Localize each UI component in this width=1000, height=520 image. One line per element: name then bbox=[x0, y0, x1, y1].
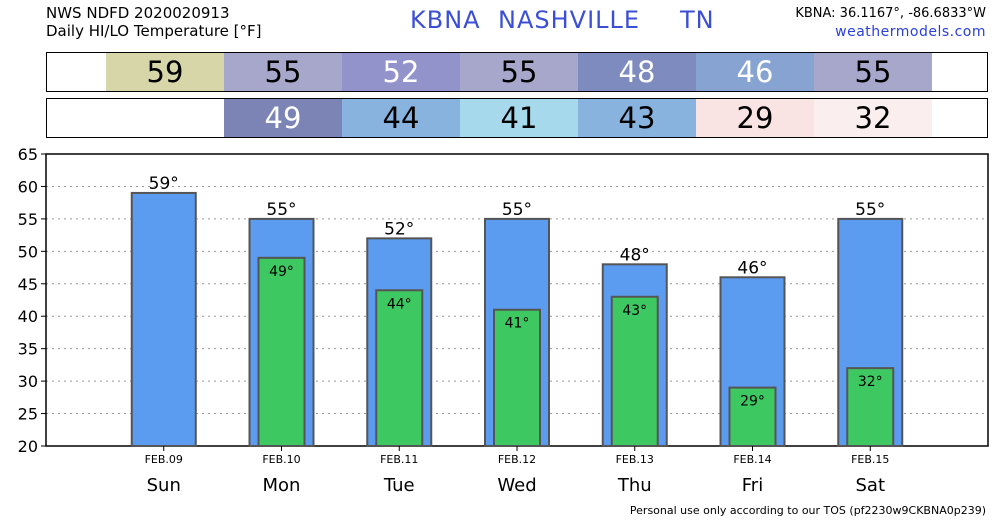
low-temp-cell: 43 bbox=[578, 99, 696, 137]
high-temp-cell: 55 bbox=[814, 53, 932, 91]
low-bar-label: 29° bbox=[740, 394, 765, 410]
chart-title: Daily HI/LO Temperature [°F] bbox=[46, 22, 262, 40]
high-bar bbox=[130, 191, 197, 447]
high-bar-label: 46° bbox=[737, 258, 767, 278]
low-bar-label: 44° bbox=[387, 296, 412, 312]
y-tick-label: 30 bbox=[18, 372, 38, 391]
high-bar-label: 55° bbox=[502, 200, 532, 220]
low-temp-cell: 41 bbox=[460, 99, 578, 137]
x-date-label: FEB.09 bbox=[145, 453, 183, 466]
y-tick-label: 20 bbox=[18, 437, 38, 456]
x-day-label: Tue bbox=[383, 475, 415, 496]
low-temp-cell: 29 bbox=[696, 99, 814, 137]
x-date-label: FEB.14 bbox=[733, 453, 771, 466]
x-day-label: Sun bbox=[147, 475, 181, 496]
station-coordinates: KBNA: 36.1167°, -86.6833°W bbox=[795, 6, 986, 21]
y-tick-label: 35 bbox=[18, 340, 38, 359]
x-day-label: Wed bbox=[497, 475, 536, 496]
low-temp-cell: 49 bbox=[224, 99, 342, 137]
high-bar-label: 52° bbox=[384, 219, 414, 239]
y-tick-label: 60 bbox=[18, 177, 38, 196]
x-day-label: Fri bbox=[742, 475, 763, 496]
low-bar bbox=[493, 308, 541, 447]
model-run-label: NWS NDFD 2020020913 bbox=[46, 4, 230, 22]
low-temp-cell: 32 bbox=[814, 99, 932, 137]
site-link[interactable]: weathermodels.com bbox=[835, 24, 986, 40]
x-date-label: FEB.11 bbox=[380, 453, 418, 466]
low-bar-label: 41° bbox=[505, 316, 530, 332]
high-temp-cell: 59 bbox=[106, 53, 224, 91]
low-bar-label: 32° bbox=[858, 374, 883, 390]
low-bar-label: 43° bbox=[622, 303, 647, 319]
y-tick-label: 65 bbox=[18, 145, 38, 164]
y-tick-label: 40 bbox=[18, 307, 38, 326]
high-bar-label: 59° bbox=[149, 174, 179, 194]
x-date-label: FEB.13 bbox=[616, 453, 654, 466]
y-tick-label: 50 bbox=[18, 242, 38, 261]
high-temp-cell: 55 bbox=[224, 53, 342, 91]
x-date-label: FEB.15 bbox=[851, 453, 889, 466]
chart-header-right: KBNA: 36.1167°, -86.6833°W weathermodels… bbox=[795, 4, 986, 42]
x-day-label: Mon bbox=[263, 475, 301, 496]
high-temp-cell: 52 bbox=[342, 53, 460, 91]
low-temperature-row: 49 44 41 43 29 32 bbox=[46, 98, 988, 138]
chart-header-left: NWS NDFD 2020020913 Daily HI/LO Temperat… bbox=[46, 4, 262, 40]
high-temp-cell: 55 bbox=[460, 53, 578, 91]
high-bar-label: 48° bbox=[620, 245, 650, 265]
x-day-label: Thu bbox=[617, 475, 652, 496]
y-tick-label: 45 bbox=[18, 275, 38, 294]
low-temp-cell: 44 bbox=[342, 99, 460, 137]
footer-note: Personal use only according to our TOS (… bbox=[629, 504, 986, 517]
x-date-label: FEB.12 bbox=[498, 453, 536, 466]
high-bar-label: 55° bbox=[266, 200, 296, 220]
high-temperature-row: 59 55 52 55 48 46 55 bbox=[46, 52, 988, 92]
low-bar bbox=[375, 289, 424, 447]
high-temp-cell: 48 bbox=[578, 53, 696, 91]
station-name: NASHVILLE bbox=[498, 6, 641, 34]
station-id: KBNA bbox=[410, 6, 481, 34]
low-bar bbox=[610, 295, 659, 447]
station-state: TN bbox=[680, 6, 715, 34]
x-day-label: Sat bbox=[855, 475, 885, 496]
low-bar bbox=[257, 256, 306, 448]
x-date-label: FEB.10 bbox=[262, 453, 300, 466]
y-tick-label: 25 bbox=[18, 405, 38, 424]
low-bar-label: 49° bbox=[269, 264, 294, 280]
high-bar-label: 55° bbox=[855, 200, 885, 220]
high-temp-cell: 46 bbox=[696, 53, 814, 91]
y-tick-label: 55 bbox=[18, 210, 38, 229]
low-bar bbox=[846, 367, 895, 447]
